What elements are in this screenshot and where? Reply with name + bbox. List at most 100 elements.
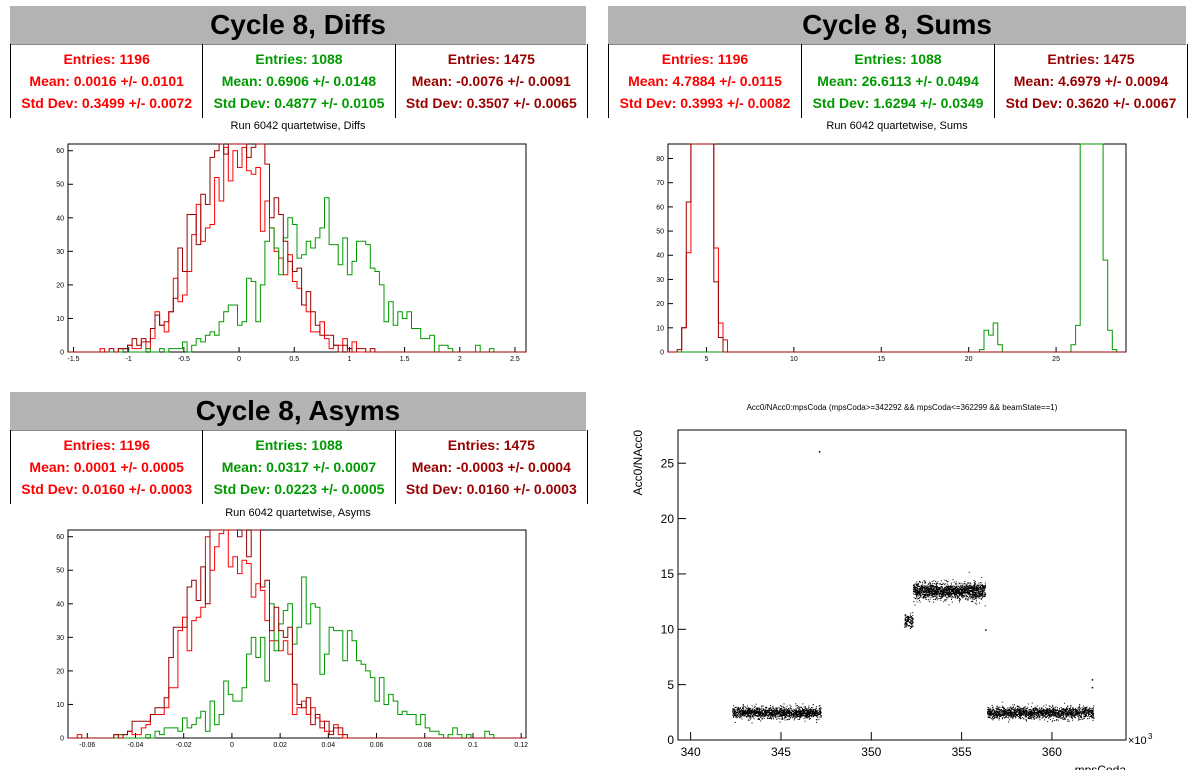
scatter-point [801,715,803,717]
scatter-point [1042,708,1044,710]
scatter-point [978,588,980,590]
scatter-point [739,715,741,717]
scatter-point [1058,715,1060,717]
scatter-point [984,595,986,597]
scatter-point [785,711,787,713]
scatter-point [803,718,805,719]
scatter-point [1078,707,1080,709]
scatter-point [930,585,932,587]
scatter-point [946,598,948,600]
y-tick-label: 0 [667,733,674,747]
scatter-point [788,711,790,713]
scatter-point [1002,718,1003,720]
scatter-point [1023,714,1025,716]
asyms-banner: Cycle 8, Asyms [10,392,586,431]
scatter-point [1047,721,1049,723]
scatter-point [1072,709,1074,711]
x-tick-label: 25 [1052,356,1060,363]
series-darkred [68,143,526,353]
scatter-point [1059,713,1061,715]
scatter-point [981,594,983,596]
scatter-point [912,625,914,627]
scatter-point [1040,712,1042,713]
scatter-point [1048,708,1050,710]
scatter-point [964,598,966,600]
scatter-point [798,710,800,712]
scatter-point [989,716,991,718]
scatter-point [768,712,770,714]
scatter-point [757,712,759,714]
scatter-point [784,712,786,714]
scatter-point [959,591,961,593]
scatter-point [808,711,810,713]
scatter-point [768,717,770,719]
scatter-point [1084,714,1086,716]
scatter-point [1091,711,1093,713]
scatter-point [778,707,780,709]
scatter-point [1075,710,1077,712]
scatter-point [745,706,747,708]
scatter-point [967,586,969,588]
scatter-point [948,594,950,596]
scatter-point [732,711,734,713]
scatter-point [742,712,744,714]
scatter-point [1015,710,1017,712]
scatter-point [923,596,925,598]
scatter-point [920,587,921,589]
scatter-point [965,597,966,599]
scatter-point [981,593,983,595]
asyms-stats-green: Entries: 1088 Mean: 0.0317 +/- 0.0007 St… [203,430,396,504]
scatter-point [811,707,813,708]
scatter-point [1071,714,1073,716]
scatter-point [908,618,910,620]
scatter-point [813,716,815,718]
scatter-point [1069,713,1071,715]
scatter-point [951,591,953,593]
scatter-point [1006,713,1008,715]
scatter-point [971,600,972,602]
scatter-point [936,585,938,587]
scatter-point [953,592,955,594]
y-tick-label: 10 [656,325,664,332]
scatter-point [1051,711,1053,713]
scatter-point [904,615,906,617]
scatter-point [946,585,948,587]
scatter-point [785,716,787,718]
scatter-point [743,709,745,711]
scatter-point [789,710,790,712]
scatter-point [779,721,781,723]
scatter-point [924,593,926,595]
scatter-point [983,585,985,587]
scatter-point [1081,707,1083,709]
scatter-point [924,598,926,600]
scatter-point [998,714,1000,716]
sums-banner: Cycle 8, Sums [608,6,1186,45]
scatter-point [1083,705,1084,707]
x-tick-label: -1 [126,356,132,363]
scatter-point [814,715,816,716]
x-tick-label: 350 [861,745,881,759]
x-tick-label: 340 [681,745,701,759]
scatter-point [926,595,928,597]
scatter-point [1012,715,1014,717]
scatter-point [921,592,923,594]
scatter-point [1054,710,1056,712]
scatter-point [1056,711,1058,713]
scatter-point [738,711,740,713]
scatter-point [972,592,974,594]
scatter-point [932,592,934,594]
scatter-point [998,707,1000,709]
scatter-point [942,595,944,596]
scatter-point [949,589,951,591]
scatter-point [935,587,937,589]
scatter-point [787,715,789,717]
scatter-point [782,718,784,720]
scatter-point [971,593,973,595]
scatter-point [811,712,812,714]
scatter-point [936,596,938,598]
y-tick-label: 10 [56,702,64,709]
scatter-point [1042,715,1044,717]
scatter-point [930,596,932,598]
scatter-point [1019,710,1021,712]
scatter-point [1061,708,1063,710]
